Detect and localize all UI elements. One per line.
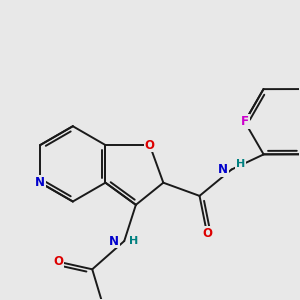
Text: O: O: [202, 227, 212, 240]
Text: H: H: [236, 159, 245, 169]
Text: N: N: [35, 176, 45, 189]
Text: F: F: [241, 115, 249, 128]
Text: N: N: [218, 163, 228, 176]
Text: O: O: [53, 255, 63, 268]
Text: N: N: [109, 235, 119, 248]
Text: H: H: [129, 236, 138, 246]
Text: O: O: [145, 139, 155, 152]
